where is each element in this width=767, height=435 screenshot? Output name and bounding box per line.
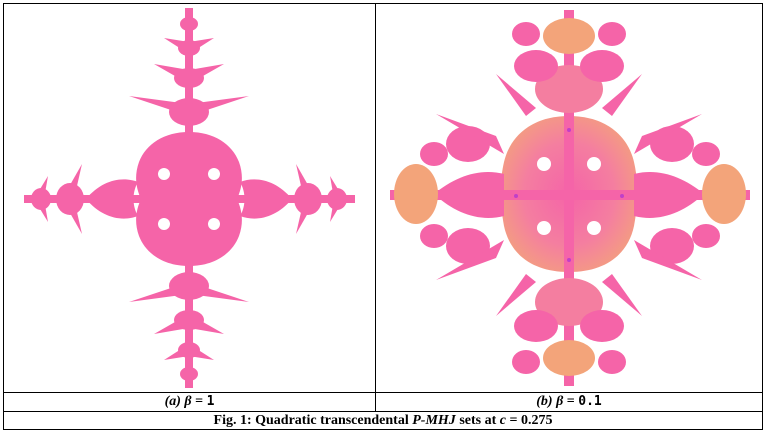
caption-middle: sets at — [455, 413, 500, 428]
figure-frame: (a) β = 1 (b) β = 0.1 Fig. 1: Quadratic … — [3, 3, 763, 430]
caption-italic-term: P-MHJ — [412, 413, 456, 428]
divider-caption-top — [4, 411, 762, 412]
subcaption-a-value: 1 — [206, 394, 215, 409]
fractal-image-a — [24, 8, 355, 388]
divider-subcaption-top — [4, 392, 762, 393]
caption-prefix: Fig. 1: Quadratic transcendental — [213, 413, 413, 428]
figure-caption: Fig. 1: Quadratic transcendental P-MHJ s… — [4, 412, 762, 430]
fractal-panel-a — [4, 4, 375, 392]
fractal-image-b — [390, 10, 750, 386]
caption-suffix: = 0.275 — [505, 413, 553, 428]
subcaption-b-value: 0.1 — [578, 394, 602, 409]
subcaption-a: (a) β = 1 — [4, 393, 375, 411]
subcaption-a-label: (a) β — [164, 394, 192, 409]
subcaption-b: (b) β = 0.1 — [376, 393, 762, 411]
panel-divider-vertical — [375, 4, 376, 411]
subcaption-b-label: (b) β — [536, 394, 564, 409]
caption-italic-var: c — [499, 413, 506, 428]
subcaption-a-eq: = — [195, 394, 204, 409]
fractal-panel-b — [376, 4, 762, 392]
subcaption-b-eq: = — [566, 394, 575, 409]
